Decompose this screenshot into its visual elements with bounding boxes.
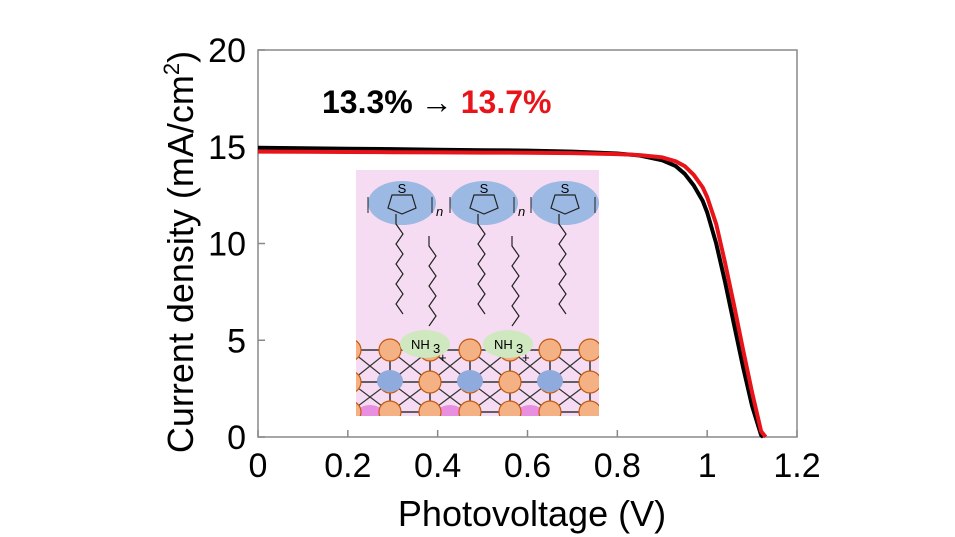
repeat-label: n [518, 204, 525, 219]
halide-site [356, 402, 362, 416]
polythiophene-layer: Sn Sn Sn [367, 181, 606, 315]
repeat-label: n [436, 204, 443, 219]
alkyl-chain [558, 214, 567, 315]
metal-site [457, 370, 483, 392]
series-line-2 [257, 149, 768, 439]
x-tick-label: 1 [698, 447, 717, 485]
halide-site [418, 370, 442, 394]
halide-site [458, 338, 482, 362]
ammonium-label: NH [494, 337, 513, 352]
halide-site [538, 400, 562, 416]
halide-site [498, 370, 522, 394]
y-axis-title: Current density (mA/cm2) [159, 51, 201, 453]
halide-site [356, 372, 362, 392]
efficiency-after: 13.7% [461, 84, 552, 120]
ligand-chain [511, 236, 520, 327]
sulfur-label: S [480, 181, 489, 196]
halide-site [378, 400, 402, 416]
thiophene-unit [531, 181, 599, 225]
x-tick-label: 0.8 [594, 447, 641, 485]
ammonium-ligands: NH 3+NH 3+ [400, 236, 533, 365]
ammonium-subscript: 3 [433, 341, 440, 356]
ammonium-charge: + [439, 350, 447, 365]
halide-site [458, 400, 482, 416]
x-tick-label: 1.2 [773, 447, 820, 485]
halide-site [356, 340, 362, 360]
ammonium-charge: + [522, 350, 530, 365]
cation-site [515, 405, 545, 416]
cation-site [435, 405, 465, 416]
x-tick-label: 0 [249, 447, 268, 485]
halide-site [578, 338, 599, 362]
thiophene-unit [368, 181, 436, 225]
y-tick-label: 5 [227, 322, 246, 360]
sulfur-label: S [561, 181, 570, 196]
y-tick-label: 20 [208, 32, 246, 70]
halide-site [498, 400, 522, 416]
series-line-1 [257, 145, 765, 439]
halide-site [578, 370, 599, 394]
efficiency-before: 13.3% [322, 84, 413, 120]
alkyl-chain [477, 214, 486, 315]
alkyl-chain [395, 214, 404, 315]
efficiency-arrow: → [421, 84, 453, 120]
sulfur-label: S [398, 181, 407, 196]
ammonium-label: NH [411, 337, 430, 352]
efficiency-annotation: 13.3% → 13.7% [322, 84, 551, 120]
metal-site [537, 370, 563, 392]
cation-site [356, 405, 385, 416]
x-axis-title: Photovoltage (V) [398, 493, 666, 534]
series-layer [257, 145, 768, 439]
halide-site [578, 400, 599, 416]
repeat-label: n [599, 204, 606, 219]
ammonium-subscript: 3 [516, 341, 523, 356]
ammonium-group [400, 330, 450, 358]
y-tick-label: 0 [227, 419, 246, 457]
y-axis-title-sup: 2 [159, 63, 184, 75]
ammonium-group [483, 330, 533, 358]
tick-labels: 0 0.2 0.4 0.6 0.8 1 1.2 0 5 10 15 20 [208, 32, 820, 485]
y-tick-label: 15 [208, 129, 246, 167]
halide-site [418, 400, 442, 416]
metal-site [377, 370, 403, 392]
halide-site [378, 338, 402, 362]
y-axis-title-close: ) [160, 51, 201, 63]
y-axis-title-main: Current density (mA/cm [160, 75, 201, 453]
ligand-chain [428, 236, 437, 327]
halide-site [538, 338, 562, 362]
x-tick-label: 0.2 [324, 447, 371, 485]
thiophene-unit [450, 181, 518, 225]
x-tick-label: 0.6 [504, 447, 551, 485]
x-tick-label: 0.4 [414, 447, 461, 485]
y-tick-label: 10 [208, 226, 246, 264]
